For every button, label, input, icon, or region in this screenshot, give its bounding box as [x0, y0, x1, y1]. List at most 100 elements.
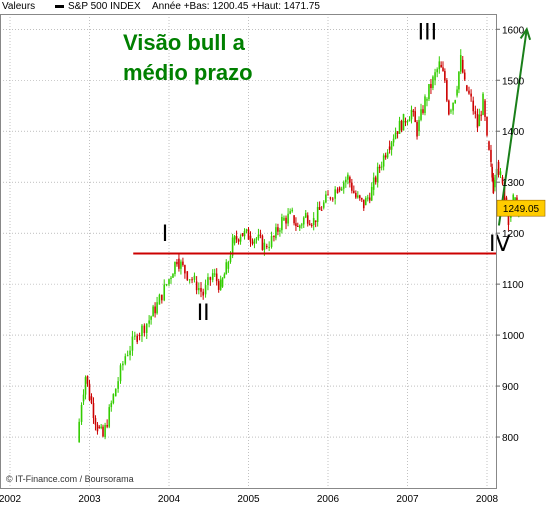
- candle-body-up: [231, 237, 234, 256]
- projection-arrowhead: [519, 27, 532, 41]
- candle-body-up: [112, 394, 115, 403]
- candle-body-up: [376, 166, 379, 183]
- candle-body-down: [353, 190, 355, 193]
- last-price-label: 1249.05: [503, 204, 540, 215]
- candle-body-down: [195, 281, 198, 291]
- candle-body-up: [302, 217, 305, 225]
- candle-body-up: [253, 239, 256, 244]
- candle-body-down: [388, 146, 391, 150]
- candle-body-up: [275, 227, 277, 239]
- candle-body-down: [277, 227, 279, 232]
- candle-body-up: [279, 230, 281, 232]
- candle-body-up: [372, 177, 375, 190]
- candle-body-down: [466, 85, 468, 91]
- candle-body-down: [308, 223, 311, 225]
- candle-body-down: [414, 111, 416, 123]
- candle-body-down: [247, 229, 250, 240]
- candle-body-down: [237, 239, 240, 242]
- candle-body-down: [368, 197, 371, 201]
- candle-body-up: [129, 350, 131, 356]
- x-tick-label: 2006: [317, 494, 340, 505]
- candle-body-down: [416, 122, 418, 137]
- candle-body-down: [209, 277, 212, 280]
- candle-body-up: [316, 206, 319, 222]
- candle-body-up: [410, 109, 413, 120]
- candle-body-down: [186, 271, 189, 280]
- candle-body-up: [424, 96, 426, 113]
- candle-body-down: [200, 287, 202, 292]
- candle-body-up: [357, 195, 359, 198]
- candle-body-up: [219, 279, 222, 290]
- candle-body-up: [78, 421, 80, 443]
- candle-body-down: [359, 195, 361, 199]
- candle-body-up: [420, 109, 422, 120]
- candle-body-up: [221, 278, 224, 287]
- candle-body-down: [491, 166, 493, 178]
- candle-body-up: [225, 262, 228, 275]
- candle-body-down: [444, 71, 446, 81]
- candle-body-up: [304, 213, 307, 218]
- candle-body-down: [351, 182, 353, 191]
- candle-body-down: [501, 177, 504, 184]
- candle-body-up: [233, 236, 236, 244]
- candle-body-down: [468, 90, 470, 94]
- candle-body-down: [378, 166, 381, 169]
- candle-body-up: [478, 114, 481, 127]
- candle-body-down: [285, 217, 287, 224]
- candle-body-down: [492, 177, 495, 194]
- candle-body-down: [184, 265, 186, 274]
- candle-body-down: [442, 67, 444, 72]
- y-tick-label: 1400: [502, 127, 525, 138]
- candle-body-up: [257, 234, 260, 239]
- x-tick-label: 2003: [78, 494, 101, 505]
- candle-body-up: [108, 407, 111, 427]
- candle-body-down: [404, 121, 407, 123]
- candle-body-up: [325, 194, 327, 203]
- candle-body-up: [156, 302, 158, 314]
- candle-body-up: [148, 320, 150, 324]
- candle-body-up: [382, 155, 385, 167]
- candle-body-down: [360, 198, 363, 200]
- wave-label: III: [418, 20, 437, 45]
- candle-body-up: [223, 274, 226, 279]
- candle-body-down: [362, 199, 365, 209]
- x-tick-label: 2002: [0, 494, 22, 505]
- y-tick-label: 800: [502, 433, 519, 444]
- candle-body-up: [245, 229, 248, 231]
- candle-body-up: [163, 284, 166, 301]
- candle-body-down: [463, 72, 466, 80]
- candle-body-up: [406, 121, 409, 123]
- valeurs-label: Valeurs: [2, 1, 36, 12]
- candle-body-up: [239, 236, 242, 242]
- candle-body-up: [452, 102, 454, 111]
- candle-body-up: [283, 217, 285, 221]
- candle-body-down: [331, 198, 334, 200]
- candle-body-up: [454, 100, 456, 103]
- candle-body-down: [384, 155, 387, 158]
- candle-body-down: [235, 236, 238, 240]
- candle-body-up: [428, 84, 430, 100]
- year-stats: Année +Bas: 1200.45 +Haut: 1471.75: [152, 1, 320, 12]
- candle-body-down: [102, 426, 104, 437]
- projection-arrow: [497, 29, 528, 226]
- candle-body-up: [150, 316, 152, 320]
- candle-body-up: [207, 277, 209, 286]
- chart-header: Valeurs S&P 500 INDEX Année +Bas: 1200.4…: [0, 0, 547, 14]
- candle-body-up: [180, 261, 182, 269]
- candle-body-down: [474, 111, 477, 115]
- candle-body-up: [432, 76, 434, 88]
- candle-body-up: [459, 55, 462, 72]
- candle-body-down: [293, 215, 295, 224]
- x-tick-label: 2007: [396, 494, 419, 505]
- candle-body-up: [456, 89, 458, 96]
- x-tick-label: 2008: [476, 494, 499, 505]
- candle-body-up: [114, 388, 117, 397]
- x-tick-label: 2005: [237, 494, 260, 505]
- legend-swatch: [55, 5, 64, 8]
- candle-body-up: [392, 138, 395, 143]
- candle-body-up: [172, 274, 174, 278]
- candle-body-up: [370, 186, 373, 201]
- candle-body-down: [94, 417, 97, 425]
- candle-body-up: [165, 284, 168, 286]
